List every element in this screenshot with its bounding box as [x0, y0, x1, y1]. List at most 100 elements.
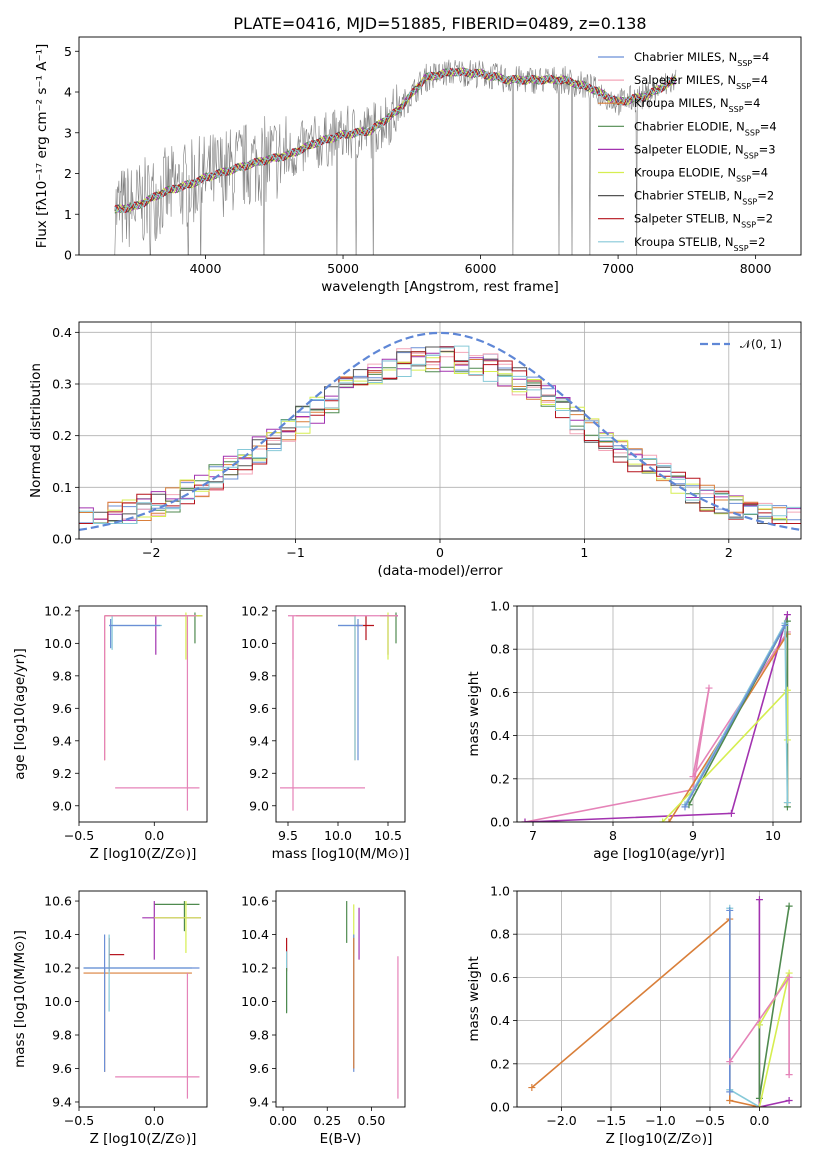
y-axis-label: age [log10(age/yr)] [12, 648, 28, 780]
x-tick-label: −1 [286, 545, 304, 560]
y-tick-label: 0.8 [490, 642, 510, 657]
y-tick-label: 10.6 [44, 894, 72, 909]
y-tick-label: 2 [64, 166, 72, 181]
panel-spectrum: 4000 5000 6000 7000 8000 0 1 2 3 4 5 wavelength [An… [34, 14, 802, 295]
x-tick-label: 6000 [465, 261, 497, 276]
weight-point [521, 818, 529, 822]
x-tick-label: 10.5 [374, 828, 402, 843]
model-spectrum-4 [114, 67, 677, 213]
weight-series-4 [758, 905, 790, 1099]
y-tick-label: 9.6 [249, 1061, 269, 1076]
plot-area-age_vs_mass [280, 612, 398, 811]
panel-weight_vs_Z: −2.0 −1.5 −1.0 −0.5 0.0 0.0 0.2 0.4 0.6 0.8 1.0 Z [… [466, 884, 802, 1147]
y-tick-label: 9.8 [52, 1028, 72, 1043]
y-tick-label: 9.8 [52, 668, 72, 683]
spectrum-legend: Chabrier MILES, NSSP=4 Salpeter MILES, NS… [598, 50, 777, 252]
plot-area-mass_vs_EBV [286, 901, 399, 1099]
y-tick-label: 9.4 [249, 1094, 269, 1109]
weight-point [755, 1021, 763, 1029]
x-tick-label: −1.5 [596, 1113, 626, 1128]
axes-frame [78, 321, 802, 540]
weight-point [726, 906, 734, 914]
y-tick-label: 10.4 [241, 927, 269, 942]
weight-series-3 [758, 899, 790, 1107]
weight-series-0 [524, 631, 789, 822]
y-tick-label: 0.6 [490, 685, 510, 700]
y-tick-label: 9.0 [52, 798, 72, 813]
y-tick-label: 10.4 [44, 927, 72, 942]
axes-frame [78, 605, 208, 823]
x-tick-label: 0.0 [749, 1113, 769, 1128]
x-tick-label: 0.25 [313, 1113, 341, 1128]
axes-frame [516, 605, 802, 823]
x-tick-label: 9 [689, 828, 697, 843]
panel-age_vs_Z: −0.5 0.0 9.0 9.2 9.4 9.6 9.8 10.0 10.2 Z [log10(Z… [12, 603, 208, 862]
x-tick-label: −1.0 [645, 1113, 675, 1128]
y-tick-label: 3 [64, 125, 72, 140]
y-tick-label: 0 [64, 248, 72, 263]
weight-series-4 [662, 688, 789, 822]
weight-point [783, 611, 791, 619]
y-tick-label: 9.6 [52, 701, 72, 716]
weight-point [781, 621, 789, 629]
weight-point [726, 1088, 734, 1096]
axes-frame [78, 890, 208, 1108]
x-tick-label: −2.0 [546, 1113, 576, 1128]
y-tick-label: 1.0 [490, 884, 510, 899]
y-tick-label: 10.6 [241, 894, 269, 909]
panel-age_vs_mass: 9.5 10.0 10.5 9.0 9.2 9.4 9.6 9.8 10.0 10.2 mass [… [241, 603, 409, 862]
y-tick-label: 0.1 [52, 480, 72, 495]
x-axis-label: Z [log10(Z/Z⊙)] [606, 1131, 713, 1147]
y-tick-label: 0.4 [490, 1013, 510, 1028]
plot-area-age_vs_Z [103, 612, 203, 811]
plot-area-weight_vs_Z [528, 896, 793, 1107]
y-tick-label: 10.0 [44, 636, 72, 651]
y-tick-label: 5 [64, 44, 72, 59]
y-tick-label: 0.0 [52, 532, 72, 547]
y-tick-label: 10.2 [44, 961, 72, 976]
weight-point [783, 736, 791, 744]
x-axis-label: wavelength [Angstrom, rest frame] [321, 279, 559, 295]
y-tick-label: 1.0 [490, 599, 510, 614]
weight-point [755, 896, 763, 904]
weight-point [755, 1103, 763, 1107]
y-tick-label: 0.4 [52, 325, 72, 340]
x-tick-label: 0.0 [144, 828, 164, 843]
legend-entry: Salpeter ELODIE, NSSP=3 [634, 142, 776, 160]
y-axis-label: mass [log10(M/M⊙)] [12, 930, 28, 1068]
weight-point [528, 1084, 536, 1092]
residual-histogram-8 [79, 345, 801, 524]
y-tick-label: 10.0 [241, 994, 269, 1009]
legend-entry: Chabrier MILES, NSSP=4 [634, 50, 769, 68]
x-tick-label: 0.00 [269, 1113, 297, 1128]
y-tick-label: 10.2 [44, 603, 72, 618]
y-axis-label: Normed distribution [28, 363, 44, 498]
y-axis-label: Flux [fλ10⁻¹⁷ erg cm⁻² s⁻¹ A⁻¹] [34, 44, 50, 249]
y-tick-label: 9.2 [52, 766, 72, 781]
x-axis-label: Z [log10(Z/Z⊙)] [90, 1131, 197, 1147]
weight-series-5 [758, 972, 790, 1107]
y-tick-label: 0.4 [490, 728, 510, 743]
legend-entry: Salpeter STELIB, NSSP=2 [634, 212, 773, 230]
weight-point [681, 803, 689, 811]
x-axis-label: Z [log10(Z/Z⊙)] [90, 846, 197, 862]
weight-point [785, 973, 793, 981]
y-tick-label: 10.0 [44, 994, 72, 1009]
y-tick-label: 1 [64, 207, 72, 222]
y-tick-label: 9.4 [52, 733, 72, 748]
plot-area-residuals [79, 331, 801, 531]
weight-point [783, 686, 791, 694]
y-tick-label: 9.8 [249, 1028, 269, 1043]
y-tick-label: 10.0 [241, 636, 269, 651]
weight-point [785, 1097, 793, 1105]
y-tick-label: 10.2 [241, 961, 269, 976]
weight-point [659, 818, 667, 822]
x-tick-label: 7 [529, 828, 537, 843]
x-tick-label: 2 [725, 545, 733, 560]
legend-entry: Kroupa STELIB, NSSP=2 [634, 235, 765, 253]
x-tick-label: 4000 [190, 261, 222, 276]
x-tick-label: 10 [765, 828, 781, 843]
weight-series-0 [531, 917, 760, 1107]
plot-area-mass_vs_Z [83, 901, 201, 1099]
y-tick-label: 0.0 [490, 1100, 510, 1115]
